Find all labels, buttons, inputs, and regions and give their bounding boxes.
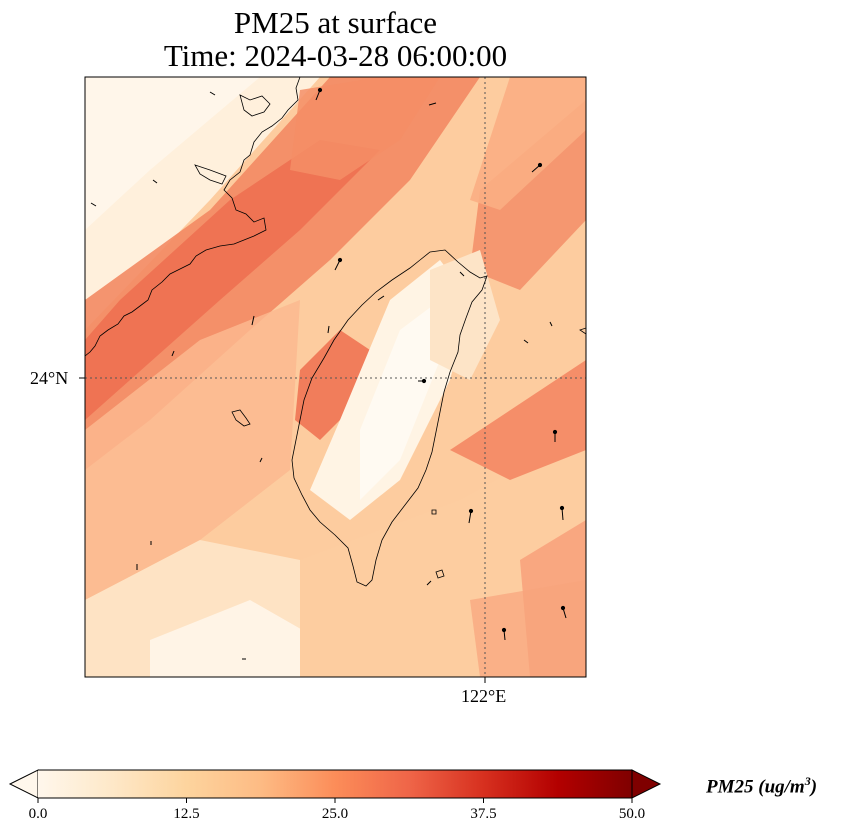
title-line-1: PM25 at surface [233, 5, 438, 40]
map-frame [84, 76, 587, 678]
lon-tick-label: 122°E [461, 686, 507, 706]
map-panel [79, 76, 587, 683]
wind-vectors [90, 87, 567, 660]
colorbar-min-extend [8, 769, 39, 799]
colorbar-tick-label: 25.0 [321, 806, 349, 822]
colorbar [8, 769, 662, 803]
pm25-field [85, 77, 586, 677]
colorbar-max-extend [631, 769, 662, 799]
title-line-2: Time: 2024-03-28 06:00:00 [163, 38, 508, 73]
coastline-taiwan [291, 249, 488, 587]
coastline-china [85, 77, 301, 357]
colorbar-tick-label: 12.5 [173, 806, 200, 822]
colorbar-gradient [38, 770, 632, 798]
colorbar-tick-label: 50.0 [618, 806, 646, 822]
colorbar-tick-label: 0.0 [28, 806, 48, 822]
lat-tick-label: 24°N [30, 368, 69, 388]
colorbar-label: PM25 (ug/m3) [706, 774, 818, 798]
colorbar-tick-label: 37.5 [470, 806, 497, 822]
map-title: PM25 at surface Time: 2024-03-28 06:00:0… [85, 6, 586, 72]
